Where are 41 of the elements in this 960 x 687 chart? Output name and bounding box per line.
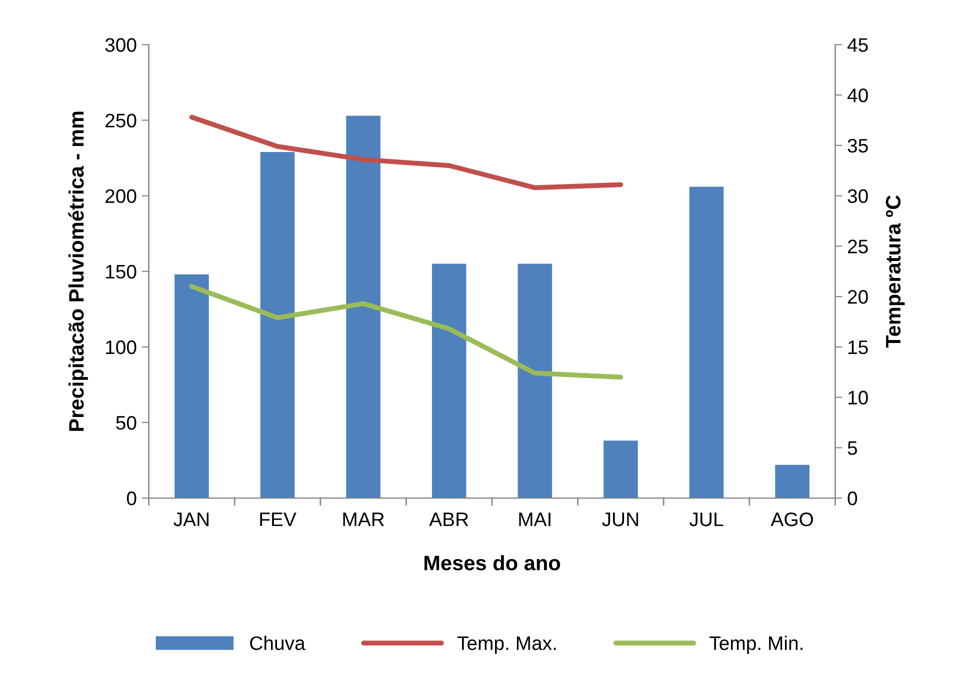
y-tick-label: 150 bbox=[106, 264, 136, 279]
y-tick-label: 250 bbox=[106, 114, 136, 128]
y2-tick-label: 15 bbox=[848, 340, 868, 354]
bar bbox=[775, 464, 810, 498]
y2-tick-label: 25 bbox=[848, 240, 868, 254]
y-axis-title: Precipitacão Pluviométrica - mm bbox=[68, 112, 88, 431]
y-tick-label: 50 bbox=[116, 416, 136, 430]
bar bbox=[604, 440, 638, 498]
y-tick-label: 200 bbox=[106, 189, 136, 204]
x-tick-label: FEV bbox=[260, 512, 296, 526]
y-tick-label: 300 bbox=[105, 38, 136, 52]
y2-tick-label: 20 bbox=[848, 290, 868, 304]
x-tick-label: JAN bbox=[174, 512, 208, 526]
y2-tick-label: 30 bbox=[848, 189, 868, 204]
bar bbox=[689, 186, 724, 498]
legend-label: Chuva bbox=[250, 636, 306, 650]
y2-tick-label: 10 bbox=[848, 390, 868, 405]
y2-axis-title: Temperatura ºC bbox=[886, 195, 905, 348]
y2-tick-label: 0 bbox=[848, 492, 858, 506]
legend-label: Temp. Max. bbox=[457, 636, 556, 654]
x-axis-title: Meses do ano bbox=[424, 555, 560, 570]
x-tick-label: JUN bbox=[602, 512, 638, 526]
bar bbox=[518, 264, 552, 498]
y-tick-label: 0 bbox=[126, 492, 136, 506]
y2-tick-label: 35 bbox=[848, 138, 868, 153]
x-tick-label: MAR bbox=[343, 512, 384, 526]
legend-label: Temp. Min. bbox=[710, 636, 802, 654]
x-tick-label: MAI bbox=[519, 512, 550, 526]
y2-tick-label: 45 bbox=[847, 38, 868, 52]
bar bbox=[432, 264, 466, 498]
line-series bbox=[189, 114, 624, 190]
y2-tick-label: 5 bbox=[848, 441, 858, 455]
x-tick-label: JUL bbox=[690, 512, 724, 526]
y-tick-label: 100 bbox=[106, 340, 136, 354]
line-series bbox=[189, 284, 624, 380]
y2-tick-label: 40 bbox=[847, 88, 868, 102]
bar bbox=[174, 274, 209, 498]
x-tick-label: AGO bbox=[770, 512, 813, 526]
bar bbox=[346, 116, 380, 498]
bar bbox=[260, 152, 295, 498]
x-tick-label: ABR bbox=[429, 512, 468, 526]
